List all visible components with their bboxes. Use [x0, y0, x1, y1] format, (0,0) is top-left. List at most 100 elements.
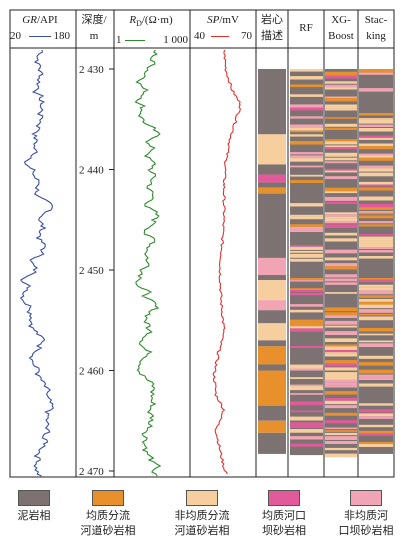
mudstone-stripe	[359, 436, 393, 439]
sp-legend-line	[211, 36, 229, 37]
hetero_channel-stripe	[290, 246, 323, 250]
mudstone-stripe	[359, 321, 393, 325]
mudstone-stripe	[359, 400, 393, 403]
legend-item-hetero-mouthbar: 非均质河 口坝砂岩相	[328, 490, 404, 539]
homog_channel-stripe	[290, 180, 323, 183]
mudstone-stripe	[325, 102, 357, 105]
mudstone-stripe	[290, 371, 323, 374]
mudstone-stripe	[325, 90, 357, 93]
hetero_mouthbar-stripe	[325, 382, 357, 386]
hetero_mouthbar-stripe	[290, 116, 323, 119]
mudstone-interval	[258, 182, 286, 188]
hetero_channel-stripe	[359, 155, 393, 158]
mudstone-stripe	[325, 270, 357, 274]
hetero_channel-stripe	[325, 346, 357, 350]
mudstone-stripe	[359, 324, 393, 328]
hetero_mouthbar-stripe	[359, 153, 393, 156]
mudstone-stripe	[290, 341, 323, 345]
hetero_mouthbar-stripe	[325, 221, 357, 224]
mudstone-stripe	[290, 358, 323, 362]
mudstone-stripe	[290, 79, 323, 84]
homog_channel-stripe	[359, 146, 393, 150]
mudstone-stripe	[359, 106, 393, 109]
homog_channel-stripe	[290, 141, 323, 145]
mudstone-stripe	[359, 149, 393, 153]
mudstone-stripe	[359, 226, 393, 230]
hetero_channel-stripe	[359, 403, 393, 406]
mudstone-stripe	[290, 299, 323, 304]
mudstone-stripe	[325, 408, 357, 412]
mudstone-stripe	[290, 72, 323, 76]
homog_channel-stripe	[325, 187, 357, 192]
mudstone-stripe	[359, 78, 393, 83]
hetero_channel-stripe	[290, 309, 323, 313]
hetero_channel-stripe	[290, 416, 323, 421]
mudstone-stripe	[325, 302, 357, 306]
depth-label: 2 430	[79, 64, 104, 76]
homog_mouthbar-stripe	[290, 443, 323, 447]
mudstone-stripe	[359, 331, 393, 334]
rd-track	[134, 49, 162, 477]
mudstone-stripe	[290, 447, 323, 451]
mudstone-stripe	[325, 69, 357, 72]
hetero_channel-stripe	[290, 76, 323, 80]
mudstone-stripe	[359, 396, 393, 399]
hetero_mouthbar-stripe	[325, 331, 357, 335]
homog_channel-stripe	[359, 278, 393, 280]
hetero_mouthbar-stripe	[325, 263, 357, 267]
hetero_channel-stripe	[359, 340, 393, 343]
mudstone-stripe	[290, 265, 323, 269]
hetero_mouthbar-stripe	[290, 304, 323, 307]
hetero_channel-stripe	[290, 174, 323, 177]
hetero_mouthbar-stripe	[359, 211, 393, 213]
hetero_channel-stripe	[325, 447, 357, 451]
mudstone-stripe	[325, 183, 357, 187]
mudstone-stripe	[359, 273, 393, 277]
mudstone-stripe	[359, 387, 393, 391]
facies-legend: 泥岩相 均质分流 河道砂岩相 非均质分流 河道砂岩相 均质河口 坝砂岩相 非均质…	[0, 490, 411, 540]
homog_mouthbar-stripe	[359, 203, 393, 208]
hetero_channel-stripe	[359, 256, 393, 259]
mudstone-stripe	[325, 370, 357, 373]
mudstone-stripe	[290, 240, 323, 245]
mudstone-stripe	[359, 265, 393, 268]
mudstone-interval	[258, 310, 286, 324]
hetero_mouthbar-stripe	[325, 176, 357, 180]
track-frame	[9, 9, 395, 478]
homog_channel-stripe	[325, 312, 357, 316]
mudstone-stripe	[290, 184, 323, 188]
hetero_mouthbar-stripe	[359, 165, 393, 169]
mudstone-stripe	[290, 88, 323, 91]
homog_channel-stripe	[359, 295, 393, 298]
hetero_mouthbar-stripe	[325, 274, 357, 278]
mudstone-stripe	[290, 356, 323, 359]
hetero_channel-stripe	[325, 238, 357, 242]
hetero_channel-stripe	[359, 383, 393, 387]
mudstone-stripe	[290, 161, 323, 166]
homog_channel-interval	[258, 346, 286, 365]
mudstone-stripe	[290, 391, 323, 394]
mudstone-stripe	[325, 245, 357, 250]
rd-curve	[134, 49, 162, 477]
hetero_channel-stripe	[325, 232, 357, 236]
homog_channel-stripe	[359, 113, 393, 116]
mudstone-interval	[258, 405, 286, 421]
mudstone-stripe	[325, 319, 357, 321]
homog_channel-stripe	[359, 157, 393, 161]
mudstone-stripe	[359, 102, 393, 107]
homog_mouthbar-stripe	[290, 245, 323, 247]
mudstone-stripe	[359, 448, 393, 451]
mudstone-stripe	[359, 74, 393, 78]
mudstone-stripe	[359, 201, 393, 204]
mudstone-stripe	[325, 167, 357, 169]
depth-label: 2 460	[79, 366, 104, 378]
mudstone-stripe	[359, 92, 393, 95]
mudstone-stripe	[359, 337, 393, 341]
hetero_mouthbar-stripe	[290, 104, 323, 108]
depth-header: 深度/ m	[81, 14, 107, 42]
hetero_channel-stripe	[325, 191, 357, 194]
hetero_channel-stripe	[325, 104, 357, 109]
hetero_mouthbar-interval	[258, 257, 286, 276]
mudstone-stripe	[290, 380, 323, 384]
mudstone-stripe	[290, 111, 323, 116]
